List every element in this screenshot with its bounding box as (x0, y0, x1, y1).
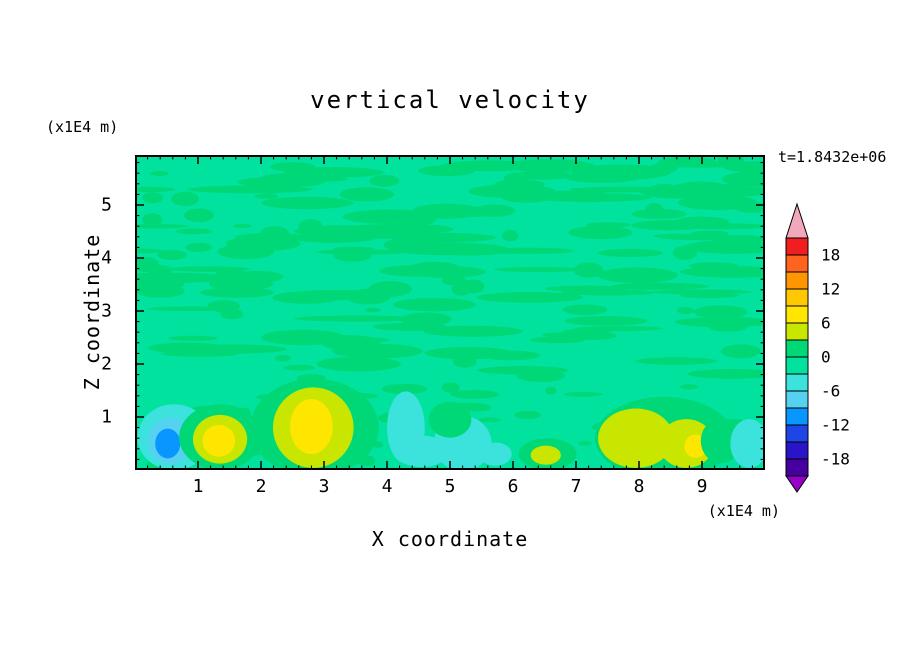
colorbar-tick-label: -12 (821, 416, 850, 435)
z-tick-label: 4 (101, 247, 112, 269)
x-tick-label: 8 (633, 476, 645, 497)
z-tick-label: 3 (101, 300, 112, 322)
colorbar-tick-label: -6 (821, 382, 840, 401)
colorbar-tick-label: 18 (821, 246, 840, 265)
x-tick-label: 9 (696, 476, 708, 497)
plot-title: vertical velocity (310, 86, 590, 114)
x-tick-label: 3 (318, 476, 330, 497)
x-tick-label: 5 (444, 476, 456, 497)
colorbar-tick-label: 0 (821, 348, 831, 367)
z-tick-label: 5 (101, 194, 112, 216)
colorbar-tick-label: 6 (821, 314, 831, 333)
x-axis-label: X coordinate (371, 527, 529, 551)
x-tick-label: 4 (381, 476, 393, 497)
contour-field (135, 155, 765, 470)
colorbar: 18 12 6 0 -6 -12 -18 (785, 202, 850, 493)
x-tick-label: 2 (255, 476, 267, 497)
x-tick-label: 7 (570, 476, 582, 497)
colorbar-tick-label: -18 (821, 450, 850, 469)
x-tick-label: 1 (192, 476, 204, 497)
x-tick-label: 6 (507, 476, 519, 497)
contour-plot (135, 155, 765, 470)
z-tick-label: 1 (101, 406, 112, 428)
colorbar-tick-label: 12 (821, 280, 840, 299)
z-axis-unit-label: (x1E4 m) (46, 118, 119, 136)
x-axis-unit-label: (x1E4 m) (707, 502, 780, 520)
z-tick-label: 2 (101, 353, 112, 375)
time-label: t=1.8432e+06 (778, 148, 887, 166)
